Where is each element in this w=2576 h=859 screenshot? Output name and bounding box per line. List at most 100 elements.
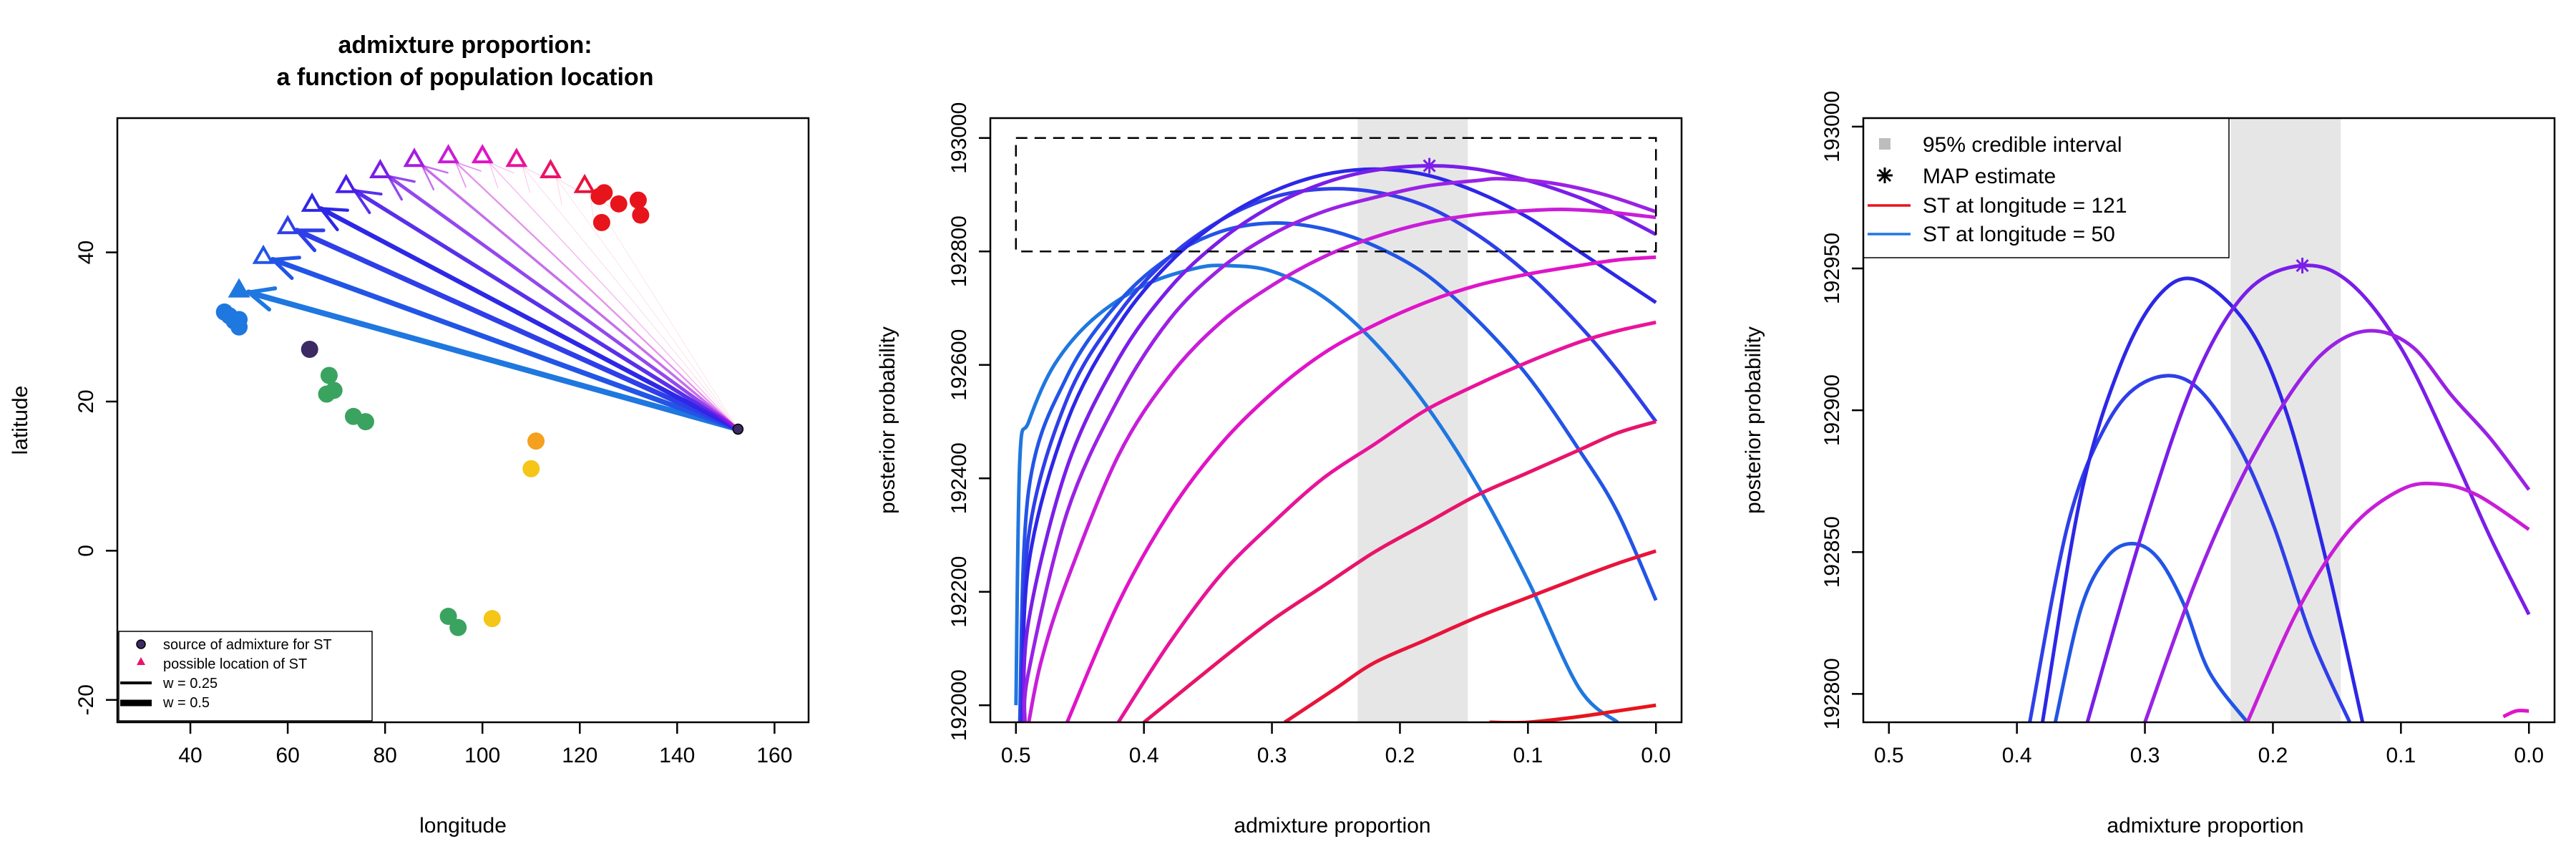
admixture-arrow-line xyxy=(590,193,738,430)
posterior-curve xyxy=(1014,263,1619,722)
population-point xyxy=(301,341,318,359)
map-estimate-asterisk xyxy=(1421,157,1438,174)
posterior-xlabel: admixture proportion xyxy=(1234,814,1430,838)
map-xtick-label: 80 xyxy=(373,744,396,767)
posterior-xtick-label: 0.3 xyxy=(1257,744,1287,767)
admixture-arrow-head xyxy=(268,256,301,281)
map-legend: source of admixture for ST possible loca… xyxy=(118,631,373,722)
map-arrow-layer xyxy=(244,161,741,432)
zoom-ytick-label: 192900 xyxy=(1820,374,1844,446)
map-ylabel: latitude xyxy=(9,386,32,455)
legend-ci-label: 95% credible interval xyxy=(1923,133,2122,157)
posterior-ylabel: posterior probability xyxy=(876,326,899,514)
admixture-arrow-line xyxy=(270,256,741,432)
candidate-location-triangle xyxy=(471,144,494,164)
map-title: admixture proportion: xyxy=(338,31,592,59)
map-plot-frame xyxy=(116,117,810,724)
admixture-arrow-line xyxy=(318,206,741,432)
candidate-location-triangle xyxy=(540,158,562,178)
map-xlabel: longitude xyxy=(419,814,507,838)
zoom-xtick-label: 0.2 xyxy=(2258,744,2288,767)
population-point xyxy=(439,608,457,626)
admixture-arrow-line xyxy=(522,166,738,430)
admixture-arrow-head xyxy=(522,166,547,193)
zoom-ytick-label: 192950 xyxy=(1820,233,1844,304)
zoom-ylabel: posterior probability xyxy=(1742,326,1765,514)
admixture-arrow-head xyxy=(555,178,580,205)
population-point xyxy=(610,195,628,213)
zoom-map-marker xyxy=(2294,258,2311,274)
zoom-map-estimate-asterisk xyxy=(2294,258,2311,274)
admixture-arrow-line xyxy=(245,289,741,432)
posterior-curve xyxy=(1022,164,1657,722)
admixture-source-point xyxy=(732,423,744,435)
posterior-xtick-label: 0.4 xyxy=(1129,744,1159,767)
population-point xyxy=(230,311,248,329)
admixture-arrow-line xyxy=(352,188,741,432)
candidate-location-triangle xyxy=(301,192,323,212)
admixture-arrow-head xyxy=(293,228,326,253)
posterior-xtick-label: 0.1 xyxy=(1513,744,1543,767)
posterior-ytick-label: 192600 xyxy=(947,329,971,401)
population-point xyxy=(632,206,650,224)
admixture-arrow-line xyxy=(454,161,739,430)
admixture-arrow-line xyxy=(489,162,738,430)
posterior-ytick-label: 192400 xyxy=(947,442,971,514)
zoom-curve xyxy=(2143,329,2531,722)
admixture-arrow-line xyxy=(386,174,740,431)
posterior-map-marker xyxy=(1421,157,1438,174)
zoom-panel: 0.5 0.4 0.3 0.2 0.1 0.0 192800 192850 192900 1929… xyxy=(1742,91,2556,838)
candidate-location-triangle xyxy=(228,278,250,298)
posterior-curve xyxy=(1027,208,1657,722)
map-ytick-label: 40 xyxy=(74,241,98,264)
zoom-legend-box xyxy=(1863,117,2230,258)
posterior-tick-layer: 0.5 0.4 0.3 0.2 0.1 0.0 192000 192200 192400 1926… xyxy=(947,102,1671,767)
zoom-xtick-label: 0.3 xyxy=(2130,744,2160,767)
legend-w025-label: w = 0.25 xyxy=(162,676,218,691)
population-point xyxy=(449,618,467,636)
legend-ci-swatch xyxy=(1879,138,1890,150)
zoom-xtick-label: 0.1 xyxy=(2386,744,2416,767)
admixture-arrow-line xyxy=(556,178,738,430)
population-point xyxy=(592,213,610,231)
map-xtick-label: 140 xyxy=(659,744,695,767)
map-subtitle: a function of population location xyxy=(277,64,654,91)
zoom-curve xyxy=(2040,276,2365,722)
map-xtick-label: 100 xyxy=(464,744,500,767)
legend-triangle-symbol xyxy=(137,657,145,665)
legend-blue-label: ST at longitude = 50 xyxy=(1923,223,2115,246)
zoom-tick-layer: 0.5 0.4 0.3 0.2 0.1 0.0 192800 192850 192900 1929… xyxy=(1820,91,2544,767)
legend-location-label: possible location of ST xyxy=(163,656,307,672)
zoom-xtick-label: 0.0 xyxy=(2514,744,2544,767)
admixture-arrow-head xyxy=(589,193,613,221)
legend-map-label: MAP estimate xyxy=(1923,165,2056,188)
population-point xyxy=(595,184,613,202)
zoom-credible-interval xyxy=(2230,118,2341,722)
candidate-location-triangle xyxy=(505,147,528,168)
map-xtick-label: 120 xyxy=(562,744,597,767)
candidate-location-triangle xyxy=(403,147,426,168)
zoom-xlabel: admixture proportion xyxy=(2107,814,2303,838)
legend-asterisk-symbol xyxy=(1877,168,1893,183)
posterior-curve xyxy=(1023,177,1657,722)
posterior-xtick-label: 0.0 xyxy=(1641,744,1671,767)
zoom-legend: 95% credible interval MAP estimate ST at… xyxy=(1863,117,2230,258)
zoom-xtick-label: 0.5 xyxy=(1874,744,1904,767)
candidate-location-triangle xyxy=(437,144,460,164)
posterior-ytick-label: 192200 xyxy=(947,556,971,628)
map-tick-layer: 40 60 80 100 120 140 160 -20 0 20 40 xyxy=(74,241,792,767)
zoom-curve xyxy=(2245,481,2530,722)
population-point xyxy=(483,610,501,628)
map-panel: admixture proportion: a function of popu… xyxy=(9,31,810,838)
posterior-curve xyxy=(1018,221,1658,722)
population-point xyxy=(356,413,374,431)
candidate-location-triangle xyxy=(369,158,391,178)
zoom-xtick-label: 0.4 xyxy=(2002,744,2032,767)
legend-red-label: ST at longitude = 121 xyxy=(1923,194,2127,218)
candidate-location-triangle xyxy=(252,244,275,264)
map-legend-box xyxy=(118,631,373,722)
admixture-arrow-line xyxy=(420,164,740,431)
zoom-ytick-label: 193000 xyxy=(1820,91,1844,162)
admixture-arrow-head xyxy=(244,286,278,312)
